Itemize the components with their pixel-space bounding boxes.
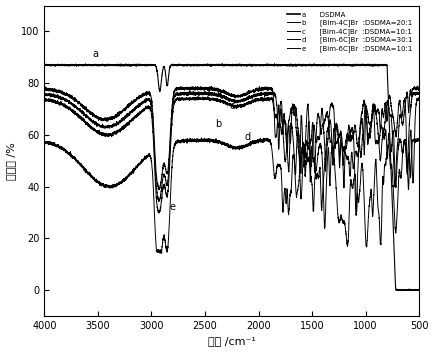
- Text: b: b: [215, 119, 221, 129]
- Text: c: c: [229, 101, 234, 111]
- Text: d: d: [245, 132, 251, 142]
- Text: a: a: [93, 49, 99, 59]
- Text: e: e: [170, 202, 176, 212]
- Legend: a      DSDMA, b      [Bim-4C]Br  :DSDMA=20:1, c      [Bim-4C]Br  :DSDMA=10:1, d : a DSDMA, b [Bim-4C]Br :DSDMA=20:1, c [Bi…: [284, 9, 416, 55]
- Y-axis label: 透光率 /%: 透光率 /%: [6, 142, 16, 180]
- X-axis label: 波数 /cm⁻¹: 波数 /cm⁻¹: [208, 337, 256, 346]
